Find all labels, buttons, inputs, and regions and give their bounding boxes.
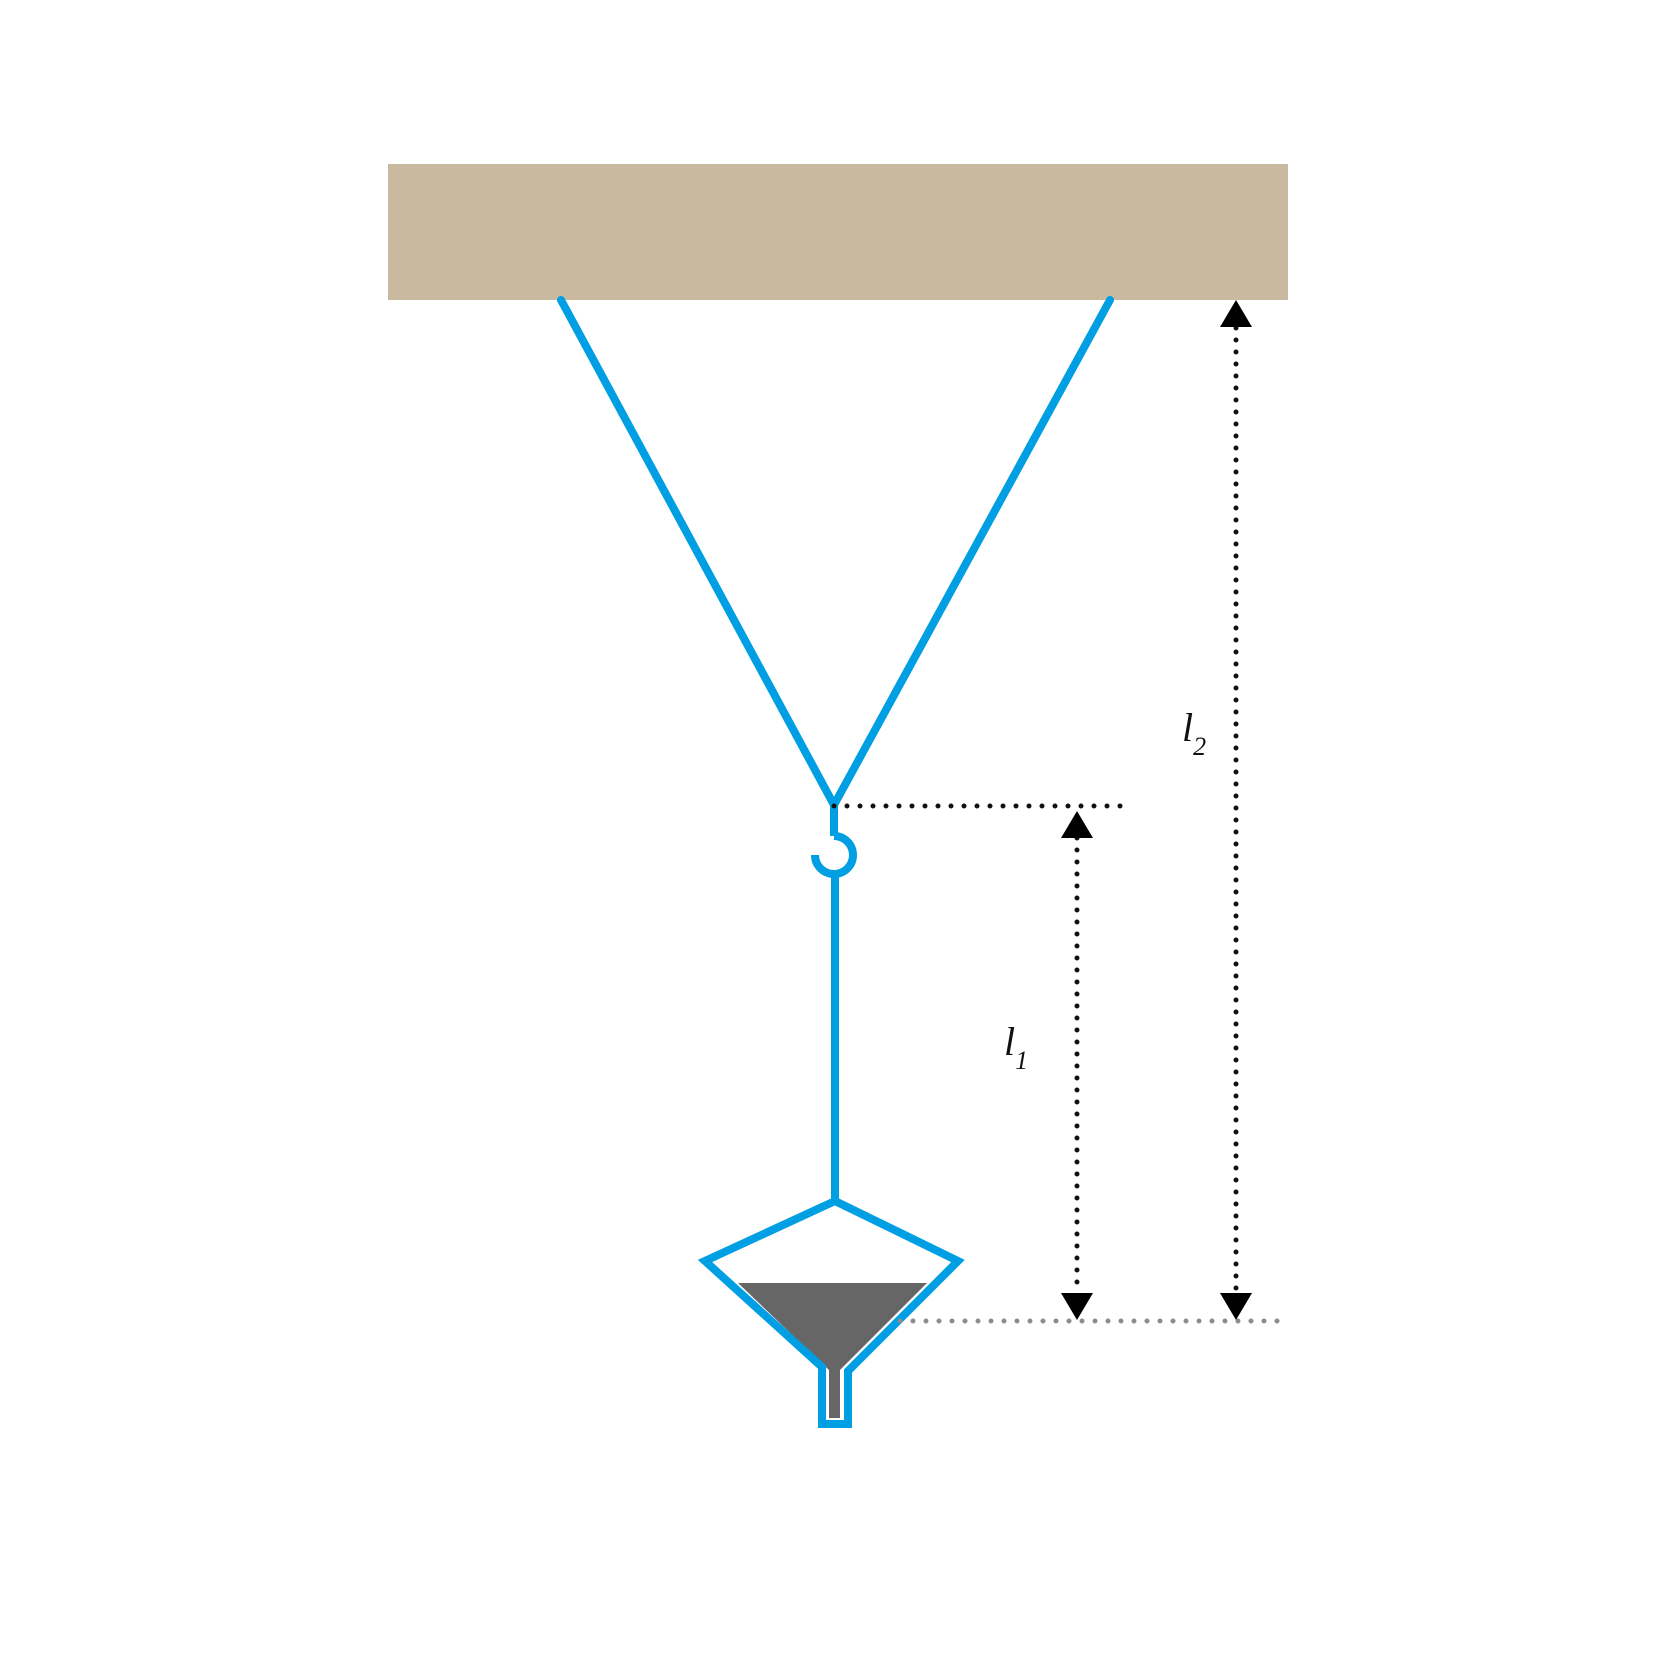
l2-dimension [1220,300,1252,1320]
arrow-down-icon [1220,1293,1252,1320]
right-string [830,296,1114,809]
left-string [557,296,838,809]
arrow-up-icon [1061,811,1093,838]
funnel-icon [697,1196,965,1428]
l2-label: l2 [1182,705,1206,761]
arrow-up-icon [1220,300,1252,327]
l1-dimension [1061,811,1093,1320]
hook-icon [811,805,857,878]
arrow-down-icon [1061,1293,1093,1320]
funnel-outline [697,1196,965,1428]
l1-label: l1 [1004,1019,1028,1075]
ceiling-beam [388,164,1288,300]
sand-fill [738,1283,927,1418]
